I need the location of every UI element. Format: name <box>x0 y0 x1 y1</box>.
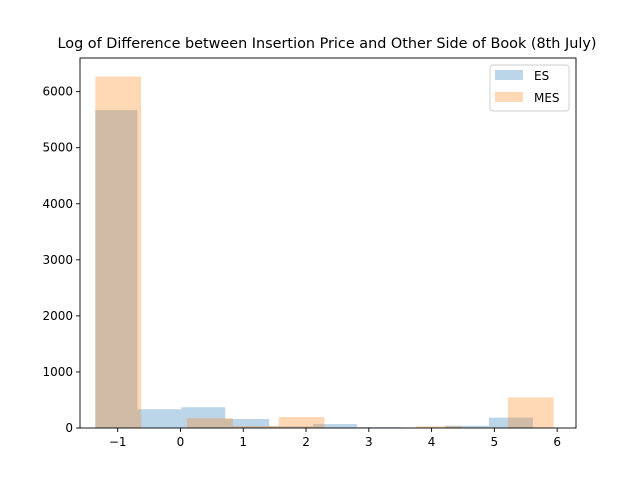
y-tick-label: 5000 <box>42 141 73 155</box>
x-tick-label: 6 <box>553 435 561 449</box>
y-tick-label: 2000 <box>42 309 73 323</box>
x-tick-label: 5 <box>491 435 499 449</box>
y-tick-label: 6000 <box>42 85 73 99</box>
y-tick-label: 0 <box>65 421 73 435</box>
legend-label-mes: MES <box>534 91 560 105</box>
x-tick-label: 4 <box>428 435 436 449</box>
legend-label-es: ES <box>534 69 549 83</box>
x-tick-label: 2 <box>302 435 310 449</box>
bar-mes-9 <box>508 397 554 428</box>
legend: ES MES <box>490 65 569 111</box>
y-tick-label: 1000 <box>42 365 73 379</box>
legend-swatch-mes <box>495 92 523 102</box>
y-tick-label: 3000 <box>42 253 73 267</box>
y-tick-label: 4000 <box>42 197 73 211</box>
x-tick-label: 1 <box>239 435 247 449</box>
bar-mes-4 <box>279 417 325 428</box>
bars-layer <box>95 77 553 429</box>
bar-mes-0 <box>95 77 141 429</box>
plot-frame <box>80 58 576 428</box>
x-tick-label: 3 <box>365 435 373 449</box>
bar-es-1 <box>137 409 181 428</box>
y-axis: 0 1000 2000 3000 4000 5000 6000 <box>42 85 80 435</box>
x-tick-label: 0 <box>177 435 185 449</box>
bar-mes-2 <box>187 418 233 428</box>
chart-title: Log of Difference between Insertion Pric… <box>58 36 597 52</box>
legend-swatch-es <box>495 70 523 80</box>
x-axis: −1 0 1 2 3 4 5 6 <box>109 428 561 449</box>
x-tick-label: −1 <box>109 435 127 449</box>
